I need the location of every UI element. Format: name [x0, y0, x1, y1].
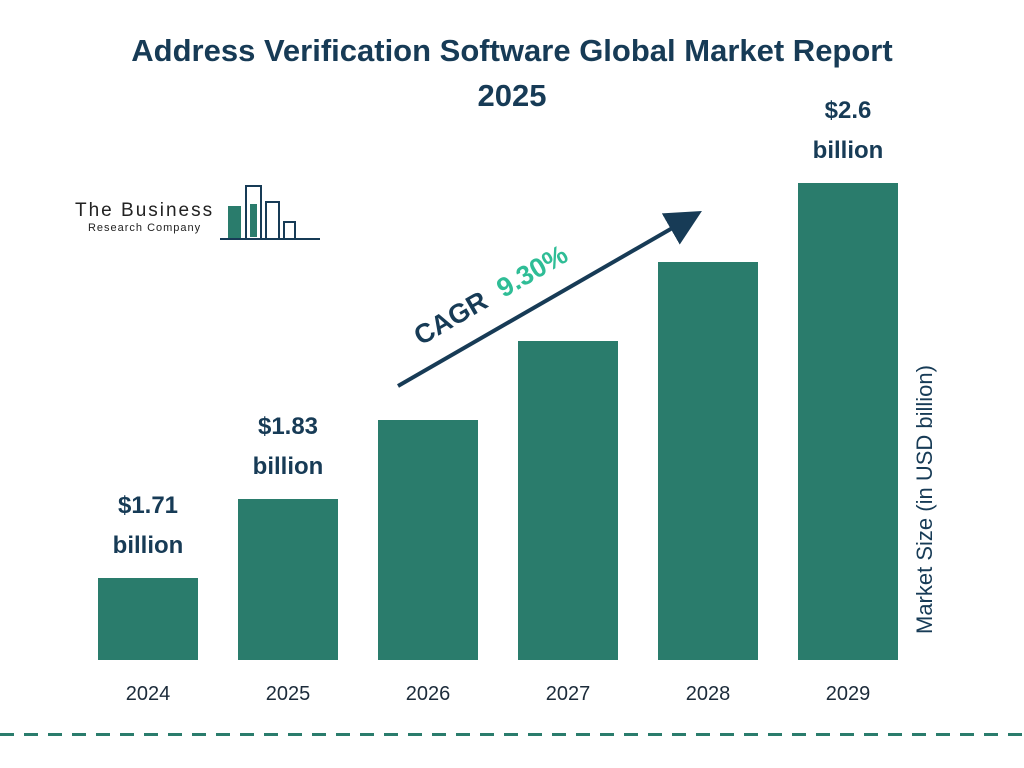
- bar-2025: [238, 499, 338, 660]
- x-axis-label: 2027: [545, 683, 591, 705]
- bar-value-label: $1.83 billion: [252, 413, 324, 480]
- logo-text: The Business Research Company: [75, 200, 214, 246]
- bar-cell: $1.71 billion: [98, 486, 198, 660]
- logo-text-secondary: Research Company: [87, 222, 202, 234]
- bar-cell: [378, 420, 478, 660]
- bar-2028: [658, 262, 758, 660]
- logo-text-primary: The Business: [75, 200, 215, 221]
- bar-2026: [378, 420, 478, 660]
- bar-cell: $1.83 billion: [238, 407, 338, 660]
- bar-cell: [658, 262, 758, 660]
- x-axis-labels: 2024 2025 2026 2027 2028 2029: [98, 683, 898, 706]
- x-axis-label: 2029: [825, 683, 871, 705]
- bar-value-label: $1.71 billion: [112, 492, 184, 559]
- bar-2024: [98, 578, 198, 660]
- y-axis-title: Market Size (in USD billion): [912, 365, 937, 635]
- bars: $1.71 billion $1.83 billion $2.6 billion: [98, 91, 898, 660]
- x-axis-label: 2026: [405, 683, 451, 705]
- x-axis-label: 2025: [265, 683, 311, 705]
- chart-title: Address Verification Software Global Mar…: [131, 33, 893, 113]
- company-logo: The Business Research Company: [75, 182, 324, 246]
- bottom-dashed-divider: [0, 733, 1024, 736]
- bar-cell: [518, 341, 618, 660]
- bar-value-label: $2.6 billion: [812, 97, 884, 164]
- bar-2029: [798, 183, 898, 660]
- bar-2027: [518, 341, 618, 660]
- logo-bars-icon: [220, 185, 321, 240]
- x-axis-label: 2028: [685, 683, 731, 705]
- bar-cell: $2.6 billion: [798, 91, 898, 660]
- x-axis-label: 2024: [125, 683, 171, 705]
